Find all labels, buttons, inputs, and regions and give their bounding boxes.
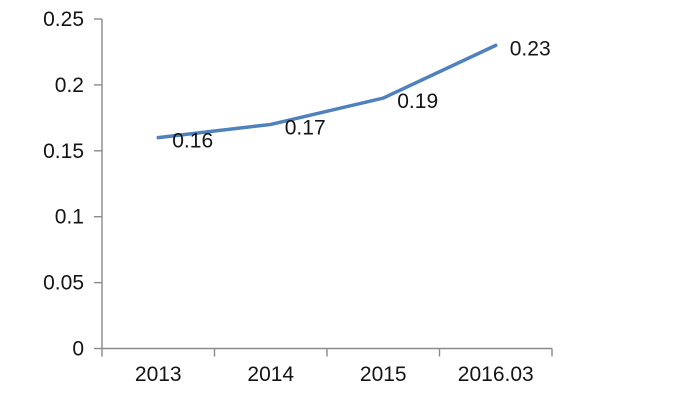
y-tick-label: 0.15 [43, 140, 84, 163]
x-tick-label: 2013 [135, 363, 182, 386]
y-tick-label: 0.1 [55, 206, 84, 229]
y-tick-label: 0.2 [55, 74, 84, 97]
y-tick-label: 0 [72, 338, 84, 361]
x-tick-label: 2014 [247, 363, 294, 386]
y-tick-label: 0.25 [43, 8, 84, 31]
data-label: 0.16 [172, 130, 213, 153]
y-tick-label: 0.05 [43, 272, 84, 295]
series-line [156, 43, 498, 140]
x-tick-label: 2015 [360, 363, 407, 386]
x-tick-label: 2016.03 [458, 363, 534, 386]
data-label: 0.23 [510, 37, 551, 60]
data-label: 0.19 [397, 90, 438, 113]
data-label: 0.17 [285, 116, 326, 139]
